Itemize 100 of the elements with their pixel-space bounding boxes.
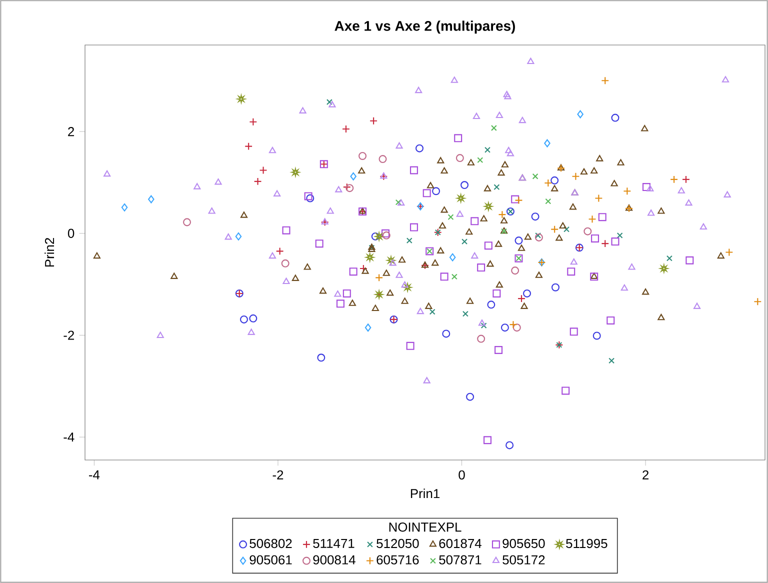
point [594,194,603,202]
point [415,86,422,94]
point [416,308,424,314]
point [498,210,506,219]
point [483,436,492,444]
point [370,116,378,125]
point [646,185,654,192]
point [282,278,290,284]
point [471,252,478,259]
x-tick-label: -4 [89,470,100,480]
point [531,212,540,221]
point [514,236,523,245]
point [666,255,672,262]
point [240,315,248,324]
point [623,187,632,196]
point [477,334,486,343]
point [470,217,479,226]
point [396,272,403,278]
point [194,183,201,190]
point [395,199,402,206]
point [462,310,468,317]
point [490,124,497,131]
legend-title: NOINTEXPL [389,522,462,532]
point [584,227,592,236]
point [494,184,500,190]
point [281,259,290,268]
point [518,116,526,124]
point [601,240,610,248]
point [628,264,636,270]
point [564,226,570,232]
point [423,377,430,384]
point [448,214,454,220]
point [567,268,576,276]
legend-label: 601874 [439,538,482,548]
point [648,210,655,216]
point [509,320,518,329]
point [449,253,456,262]
point [588,215,596,224]
point [315,240,324,248]
point [544,139,550,148]
point [235,232,242,240]
point [724,191,731,198]
y-tick-label: -2 [64,330,74,340]
point [336,300,344,308]
point [359,264,368,273]
point [450,76,458,83]
point [249,314,258,322]
point [422,189,431,198]
point [401,281,408,288]
point [611,238,620,246]
point [517,294,526,303]
point [326,207,334,214]
point [484,146,490,153]
point [535,232,542,238]
point [104,170,111,177]
point [410,166,418,174]
point [722,76,730,82]
legend-label: 900814 [313,555,356,564]
point [268,252,276,259]
point [601,76,610,85]
point [364,324,372,332]
point [335,186,342,192]
y-tick-label: 2 [68,127,74,136]
legend-label: 512050 [376,538,419,548]
point [477,264,486,272]
point [577,110,584,118]
point [326,99,332,106]
point [504,92,512,100]
point [268,146,276,154]
point [342,183,351,192]
point [572,172,580,180]
point [208,207,216,214]
point [334,290,342,297]
point [276,247,284,256]
point [570,328,578,336]
point [500,324,509,332]
point [544,178,552,187]
point [523,289,532,298]
point [328,101,336,108]
point [570,258,578,265]
point [494,346,503,354]
point [378,155,387,164]
point [432,187,440,196]
point [503,90,510,98]
point [754,298,762,306]
point [396,142,403,149]
point [472,112,480,120]
point [505,146,512,154]
point [460,181,469,190]
point [254,177,262,186]
point [550,225,559,234]
point [274,190,281,196]
point [156,332,164,338]
point [224,233,232,240]
point [550,176,559,184]
point [442,330,450,338]
point [670,175,678,184]
point [317,354,326,362]
point [477,157,484,164]
point [511,266,520,275]
